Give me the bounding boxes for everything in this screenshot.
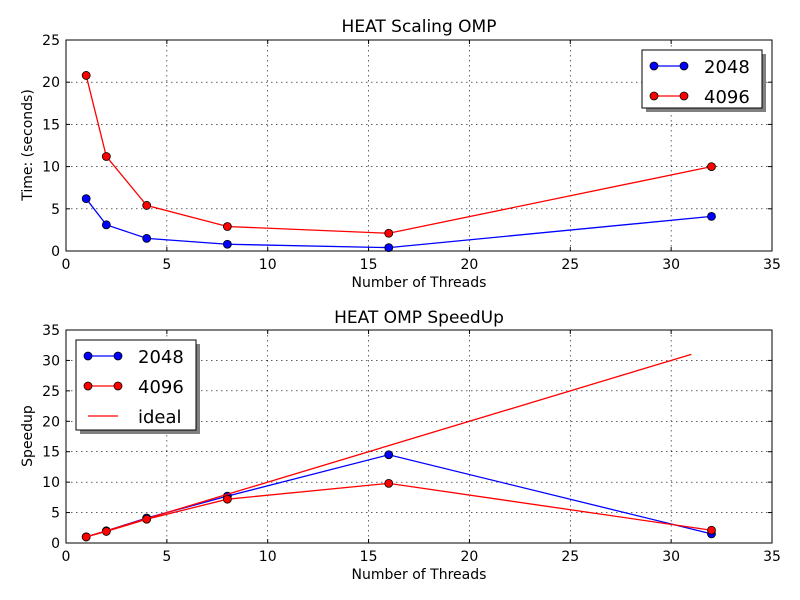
- chart-title: HEAT OMP SpeedUp: [334, 308, 504, 328]
- data-point-2048: [101, 220, 111, 230]
- legend-swatch-marker: [649, 91, 659, 101]
- data-point-2048: [707, 211, 716, 221]
- x-tick-label: 10: [259, 257, 277, 273]
- legend-swatch-marker: [83, 381, 93, 391]
- x-tick-label: 25: [561, 549, 579, 565]
- speedup-chart: HEAT OMP SpeedUp 0 5 10 15 20 25 30 35 0 5 10 15 20 2…: [20, 308, 781, 583]
- data-point-2048: [384, 450, 394, 460]
- x-tick-label: 25: [561, 257, 579, 273]
- series: [81, 71, 716, 253]
- x-tick-label: 10: [259, 549, 277, 565]
- x-tick-label: 0: [62, 549, 71, 565]
- x-tick-label: 5: [162, 549, 171, 565]
- data-point-4096: [81, 71, 91, 80]
- ticks: 0 5 10 15 20 25 30 35 0 5 10 15 20 25 30 35: [42, 323, 781, 565]
- legend-swatch-marker: [679, 91, 689, 101]
- series-line-2048: [85, 198, 712, 249]
- x-tick-label: 20: [461, 257, 479, 273]
- legend-label-4096: 4096: [138, 377, 184, 398]
- y-tick-label: 10: [42, 475, 60, 491]
- x-tick-label: 35: [763, 257, 781, 273]
- x-tick-label: 20: [461, 549, 479, 565]
- legend-label-ideal: ideal: [138, 407, 182, 428]
- legend-label-2048: 2048: [704, 57, 750, 78]
- y-tick-label: 30: [42, 353, 60, 369]
- grid: [66, 330, 772, 543]
- legend-box: [641, 49, 763, 109]
- x-tick-label: 30: [662, 257, 680, 273]
- x-tick-label: 30: [662, 549, 680, 565]
- legend-swatch-marker: [113, 351, 123, 361]
- x-tick-label: 0: [62, 257, 71, 273]
- legend: 2048 4096: [641, 49, 766, 112]
- data-point-4096: [222, 494, 232, 504]
- data-point-4096: [707, 525, 716, 535]
- y-axis-label: Time: (seconds): [20, 89, 36, 202]
- x-axis-label: Number of Threads: [352, 275, 487, 291]
- y-tick-label: 5: [51, 202, 60, 218]
- y-tick-label: 0: [51, 536, 60, 552]
- data-point-2048: [81, 194, 91, 204]
- y-tick-label: 0: [51, 244, 60, 260]
- series-line-ideal: [85, 353, 692, 538]
- legend-swatch-marker: [83, 351, 93, 361]
- data-point-4096: [384, 478, 394, 488]
- series-line-4096: [85, 75, 712, 234]
- y-axis-label: Speedup: [20, 405, 36, 467]
- chart-title: HEAT Scaling OMP: [342, 17, 497, 37]
- data-point-2048: [384, 243, 394, 253]
- y-tick-label: 15: [42, 117, 60, 133]
- x-axis-label: Number of Threads: [352, 567, 487, 583]
- x-tick-label: 5: [162, 257, 171, 273]
- y-tick-label: 10: [42, 160, 60, 176]
- x-tick-label: 15: [360, 257, 378, 273]
- legend-swatch-marker: [113, 381, 123, 391]
- data-point-2048: [142, 233, 152, 243]
- legend-swatch-marker: [679, 61, 689, 71]
- data-point-4096: [707, 162, 716, 172]
- y-tick-label: 25: [42, 384, 60, 400]
- y-tick-label: 5: [51, 506, 60, 522]
- series: [81, 353, 716, 542]
- y-tick-label: 15: [42, 445, 60, 461]
- data-point-4096: [101, 152, 111, 161]
- y-tick-label: 20: [42, 414, 60, 430]
- legend-swatch-marker: [649, 61, 659, 71]
- y-tick-label: 35: [42, 323, 60, 339]
- x-tick-label: 15: [360, 549, 378, 565]
- data-point-4096: [222, 222, 232, 231]
- x-tick-label: 35: [763, 549, 781, 565]
- y-tick-label: 25: [42, 33, 60, 49]
- scaling-chart: HEAT Scaling OMP 0 5 10 15 20 25 30 35 0 5 10 15 20 2…: [20, 17, 781, 291]
- legend-label-4096: 4096: [704, 87, 750, 108]
- data-point-4096: [384, 228, 394, 238]
- ticks: 0 5 10 15 20 25 30 35 0 5 10 15 20 25: [42, 33, 781, 273]
- data-point-4096: [142, 201, 152, 210]
- legend-box: [75, 339, 197, 431]
- data-point-2048: [222, 239, 232, 249]
- y-tick-label: 20: [42, 75, 60, 91]
- legend: 2048 4096 ideal: [75, 339, 200, 434]
- legend-label-2048: 2048: [138, 347, 184, 368]
